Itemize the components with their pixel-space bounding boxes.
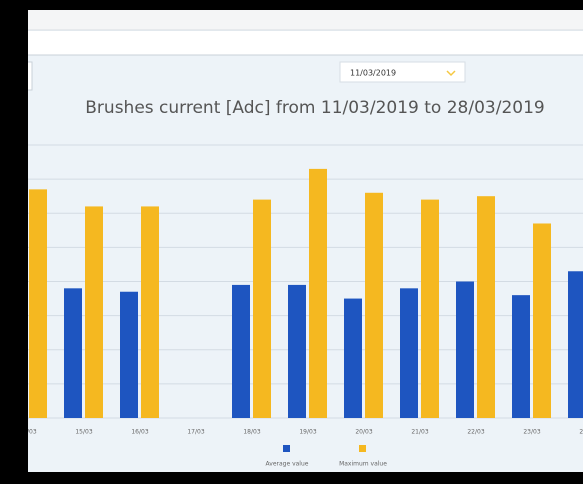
- frame: [0, 0, 28, 484]
- bar: [253, 200, 271, 418]
- bar: [344, 299, 362, 418]
- bar: [400, 288, 418, 418]
- bar: [421, 200, 439, 418]
- x-tick-label: 23/03: [523, 429, 540, 436]
- bar: [141, 206, 159, 418]
- bar: [477, 196, 495, 418]
- bar: [568, 271, 583, 418]
- legend-swatch: [283, 445, 290, 452]
- screen: 11/03/2019 Brushes current [Adc] from 11…: [0, 0, 583, 484]
- bar: [456, 282, 474, 419]
- bar: [512, 295, 530, 418]
- bar: [85, 206, 103, 418]
- bar: [288, 285, 306, 418]
- x-tick-label: 17/03: [187, 429, 204, 436]
- bar: [120, 292, 138, 418]
- chart-title: Brushes current [Adc] from 11/03/2019 to…: [85, 98, 544, 118]
- bar: [309, 169, 327, 418]
- bar: [232, 285, 250, 418]
- x-tick-label: 20/03: [355, 429, 372, 436]
- bar: [533, 223, 551, 418]
- toolbar: [28, 31, 583, 55]
- x-tick-label: 21/03: [411, 429, 428, 436]
- x-tick-label: 16/03: [131, 429, 148, 436]
- date-picker[interactable]: 11/03/2019: [340, 62, 465, 82]
- bar: [64, 288, 82, 418]
- x-tick-label: 22/03: [467, 429, 484, 436]
- bar: [29, 189, 47, 418]
- x-tick-label: 19/03: [299, 429, 316, 436]
- x-tick-label: 18/03: [243, 429, 260, 436]
- bar: [365, 193, 383, 418]
- x-tick-label: 15/03: [75, 429, 92, 436]
- legend-label: Average value: [266, 461, 309, 468]
- legend-label: Maximum value: [339, 461, 387, 468]
- date-picker-text: 11/03/2019: [350, 69, 396, 78]
- x-tick-label: 24/03: [579, 429, 583, 436]
- frame: [0, 472, 583, 484]
- top-bar: [28, 10, 583, 30]
- legend-swatch: [359, 445, 366, 452]
- frame: [0, 0, 583, 10]
